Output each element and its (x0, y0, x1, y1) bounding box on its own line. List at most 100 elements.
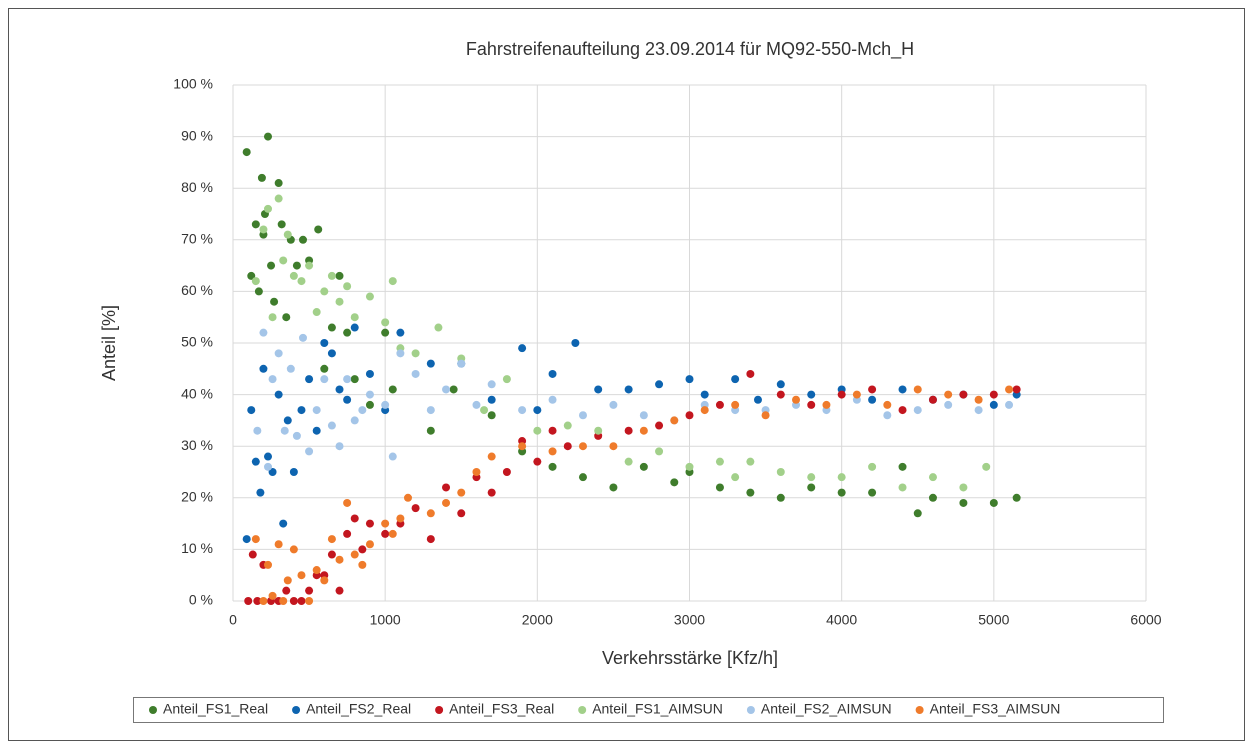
point (279, 256, 288, 265)
point (457, 509, 466, 518)
point (396, 514, 405, 523)
x-tick-label: 5000 (978, 612, 1009, 628)
point (563, 442, 572, 451)
point (807, 390, 816, 399)
legend-marker (915, 706, 924, 714)
point (256, 488, 265, 497)
point (715, 483, 724, 492)
point (868, 462, 877, 471)
point (426, 406, 435, 415)
point (989, 400, 998, 409)
point (434, 323, 443, 332)
point (502, 375, 511, 384)
point (822, 400, 831, 409)
point (335, 442, 344, 451)
point (327, 421, 336, 430)
point (403, 493, 412, 502)
point (268, 375, 277, 384)
point (571, 339, 580, 347)
x-axis-label: Verkehrsstärke [Kfz/h] (602, 648, 778, 668)
point (533, 426, 542, 435)
point (305, 261, 314, 270)
legend-label: Anteil_FS2_AIMSUN (761, 701, 892, 717)
point (913, 406, 922, 415)
point (289, 468, 298, 476)
x-tick-label: 1000 (370, 612, 401, 628)
point (1005, 385, 1014, 394)
point (487, 395, 496, 404)
point (868, 395, 877, 404)
point (335, 297, 344, 306)
legend-label: Anteil_FS2_Real (306, 701, 411, 717)
point (358, 560, 367, 569)
y-tick-label: 40 % (181, 385, 213, 401)
point (533, 457, 542, 466)
point (335, 555, 344, 564)
point (548, 462, 557, 471)
point (358, 545, 367, 554)
point (327, 271, 336, 280)
point (715, 457, 724, 466)
point (685, 462, 694, 471)
point (253, 597, 262, 605)
point (852, 390, 861, 399)
legend-box (133, 697, 1164, 723)
point (974, 395, 983, 404)
point (807, 400, 816, 409)
point (776, 390, 785, 399)
point (518, 406, 527, 415)
legend-marker (292, 706, 301, 714)
point (242, 535, 251, 544)
point (989, 390, 998, 399)
y-tick-label: 100 % (173, 76, 213, 92)
point (350, 514, 359, 523)
point (268, 591, 277, 600)
point (898, 483, 907, 492)
point (274, 349, 283, 358)
legend: Anteil_FS1_Real Anteil_FS2_Real Anteil_FS3… (149, 701, 1060, 717)
point (335, 271, 344, 280)
point (746, 488, 755, 497)
point (883, 411, 892, 420)
x-tick-label: 4000 (826, 612, 857, 628)
point (487, 411, 496, 420)
point (442, 385, 451, 394)
point (314, 225, 323, 234)
point (898, 385, 907, 394)
point (274, 194, 283, 203)
point (251, 457, 260, 466)
legend-label: Anteil_FS3_AIMSUN (930, 701, 1061, 717)
point (335, 586, 344, 595)
y-tick-label: 70 % (181, 231, 213, 247)
point (1012, 385, 1021, 394)
point (578, 442, 587, 451)
grid (232, 84, 1147, 602)
points (242, 132, 1021, 605)
point (944, 400, 953, 409)
point (327, 349, 336, 358)
point (263, 452, 272, 461)
x-tick-label: 6000 (1130, 612, 1161, 628)
point (279, 597, 288, 605)
point (959, 498, 968, 507)
y-tick-label: 80 % (181, 179, 213, 195)
point (305, 375, 314, 384)
point (426, 535, 435, 544)
point (297, 597, 306, 605)
point (731, 375, 740, 384)
point (282, 586, 291, 595)
legend-marker (149, 706, 157, 714)
point (320, 287, 329, 296)
point (685, 411, 694, 420)
point (350, 550, 359, 559)
point (837, 488, 846, 497)
point (959, 483, 968, 492)
point (270, 297, 279, 306)
y-tick-label: 60 % (181, 282, 213, 298)
point (480, 406, 489, 415)
point (426, 426, 435, 435)
point (248, 550, 257, 559)
point (913, 509, 922, 518)
point (655, 380, 664, 389)
point (548, 426, 557, 435)
